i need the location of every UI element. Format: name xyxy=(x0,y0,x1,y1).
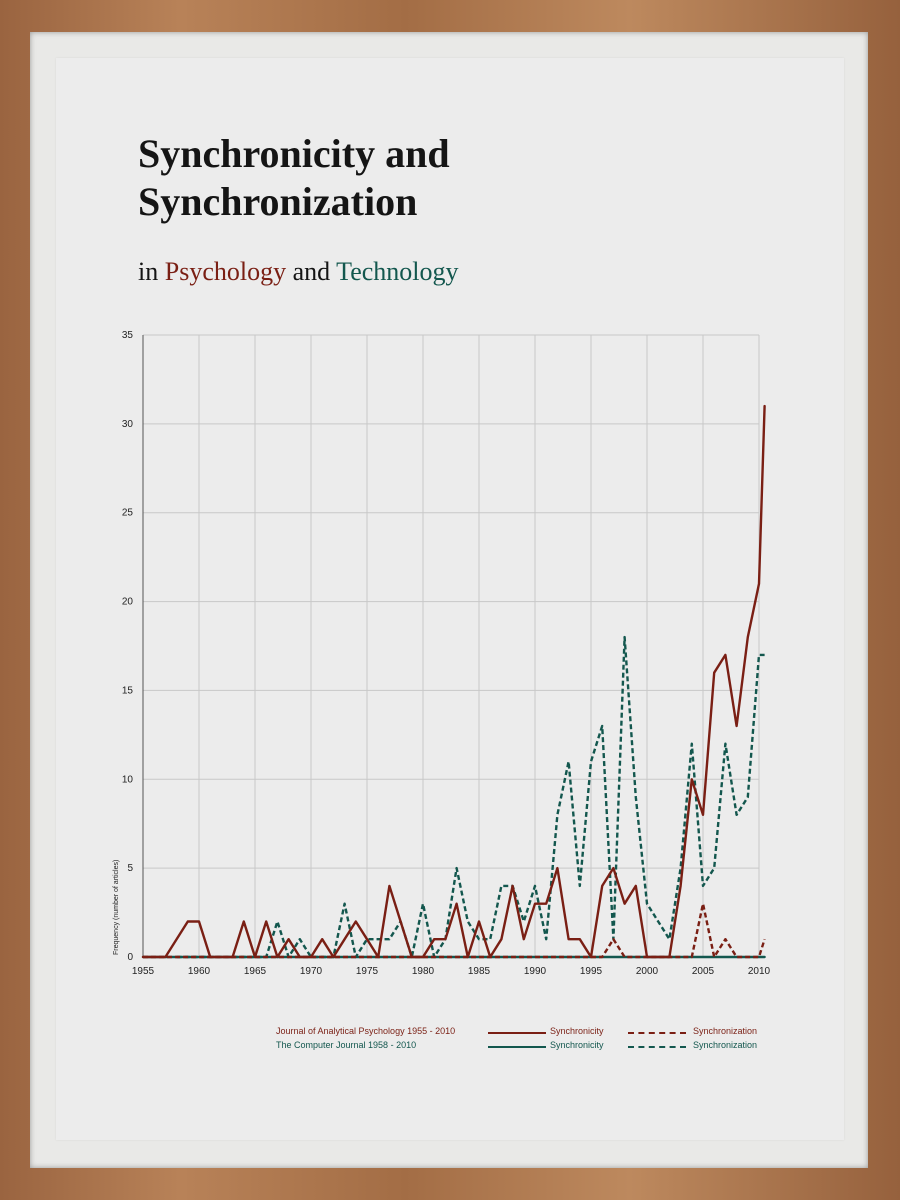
poster-paper xyxy=(56,58,844,1140)
y-tick-label: 0 xyxy=(127,952,133,963)
title-line-1: Synchronicity and xyxy=(138,131,450,176)
legend-solid-swatch xyxy=(488,1046,546,1048)
chart-legend: Journal of Analytical Psychology 1955 - … xyxy=(200,1026,800,1056)
title-line-2: Synchronization xyxy=(138,179,418,224)
y-tick-label: 15 xyxy=(122,685,134,696)
y-axis-label: Frequency (number of articles) xyxy=(113,860,120,955)
y-tick-label: 5 xyxy=(127,863,133,874)
x-tick-label: 1995 xyxy=(580,966,603,977)
x-tick-label: 1980 xyxy=(412,966,435,977)
legend-row-psychology: Journal of Analytical Psychology 1955 - … xyxy=(200,1026,800,1040)
line-chart: 1955 1960 1965 1970 1975 1980 1985 1990 1995 2000… xyxy=(113,330,771,977)
subtitle-technology: Technology xyxy=(336,257,459,286)
x-tick-label: 2010 xyxy=(748,966,771,977)
y-tick-label: 10 xyxy=(122,774,134,785)
subtitle-psychology: Psychology xyxy=(164,257,287,286)
x-tick-label: 2005 xyxy=(692,966,715,977)
legend-solid-swatch xyxy=(488,1032,546,1034)
x-tick-label: 1990 xyxy=(524,966,547,977)
x-tick-label: 1960 xyxy=(188,966,211,977)
psychology-journal-synchronicity-line xyxy=(141,404,766,959)
y-tick-label: 30 xyxy=(122,419,134,430)
x-tick-label: 1955 xyxy=(132,966,155,977)
psychology-journal-synchronization-line xyxy=(143,902,766,959)
poster-subtitle: in Psychology and Technology xyxy=(138,255,738,289)
legend-row-technology: The Computer Journal 1958 - 2010 Synchro… xyxy=(200,1040,800,1054)
legend-dashed-label: Synchronization xyxy=(693,1026,758,1036)
y-tick-label: 20 xyxy=(122,597,134,608)
subtitle-middle: and xyxy=(286,257,337,286)
x-tick-label: 1965 xyxy=(244,966,267,977)
legend-solid-label: Synchronicity xyxy=(550,1026,604,1036)
y-tick-label: 35 xyxy=(122,330,134,341)
legend-dashed-swatch xyxy=(628,1032,686,1034)
legend-source-label: Journal of Analytical Psychology 1955 - … xyxy=(276,1026,456,1036)
legend-dashed-label: Synchronization xyxy=(693,1040,758,1050)
legend-dashed-swatch xyxy=(628,1046,686,1048)
legend-solid-label: Synchronicity xyxy=(550,1040,604,1050)
x-tick-label: 1985 xyxy=(468,966,491,977)
poster-title: Synchronicity and Synchronization xyxy=(138,130,738,226)
x-tick-label: 1970 xyxy=(300,966,323,977)
x-tick-label: 1975 xyxy=(356,966,379,977)
subtitle-prefix: in xyxy=(138,257,165,286)
legend-source-label: The Computer Journal 1958 - 2010 xyxy=(276,1040,417,1050)
x-tick-label: 2000 xyxy=(636,966,659,977)
y-tick-label: 25 xyxy=(122,508,134,519)
